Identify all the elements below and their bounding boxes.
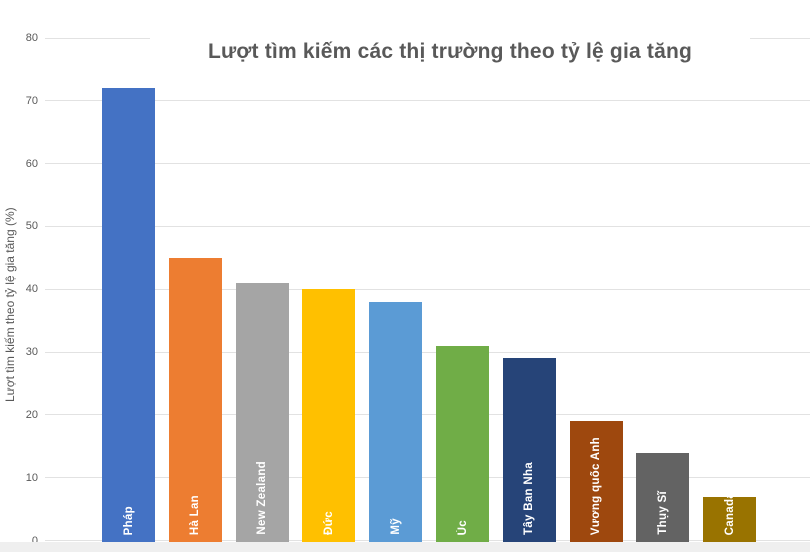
gridline [45,225,810,227]
bar: Mỹ [369,301,423,542]
bar: New Zealand [235,282,289,542]
gridline [45,540,810,541]
y-tick-label: 30 [25,346,38,359]
gridline [45,163,810,165]
bar-label: Pháp [122,505,135,535]
bar: Thụy Sĩ [636,452,690,542]
bottom-strip [0,542,810,552]
bar-label: Mỹ [389,518,402,535]
bar-label: Canada [723,491,736,535]
gridline [45,477,810,479]
y-tick-label: 0 [31,534,38,547]
bar: Canada [703,492,757,542]
bar: Pháp [102,88,155,542]
y-tick-label: 10 [25,471,38,484]
y-tick-label: 60 [25,157,38,170]
bar: Tây Ban Nha [502,358,556,542]
y-tick-label: 80 [25,32,38,44]
chart-title-text: Lượt tìm kiếm các thị trường theo tỷ lệ … [207,39,693,63]
bar: Đức [302,289,356,542]
gridline [45,288,810,290]
bar: Hà Lan [168,257,222,542]
chart-title: Lượt tìm kiếm các thị trường theo tỷ lệ … [150,29,750,74]
y-tick-label: 70 [25,94,38,107]
gridline [45,351,810,353]
y-axis-title: Lượt tìm kiếm theo tỷ lệ gia tăng (%) [3,207,17,403]
bar-label: Vương quốc Anh [590,436,603,535]
gridline [45,414,810,416]
y-tick-label: 20 [25,408,38,421]
bar-label: Đức [322,511,335,535]
y-tick-label: 50 [25,220,38,233]
bar: Úc [436,345,489,542]
bar-label: Úc [456,519,469,535]
gridline [45,100,810,102]
bar-label: Hà Lan [189,494,202,535]
y-tick-label: 40 [25,283,38,296]
bar-label: New Zealand [256,461,269,535]
bar-label: Thụy Sĩ [656,491,669,535]
bar-label: Tây Ban Nha [523,462,536,535]
bar: Vương quốc Anh [569,421,623,542]
